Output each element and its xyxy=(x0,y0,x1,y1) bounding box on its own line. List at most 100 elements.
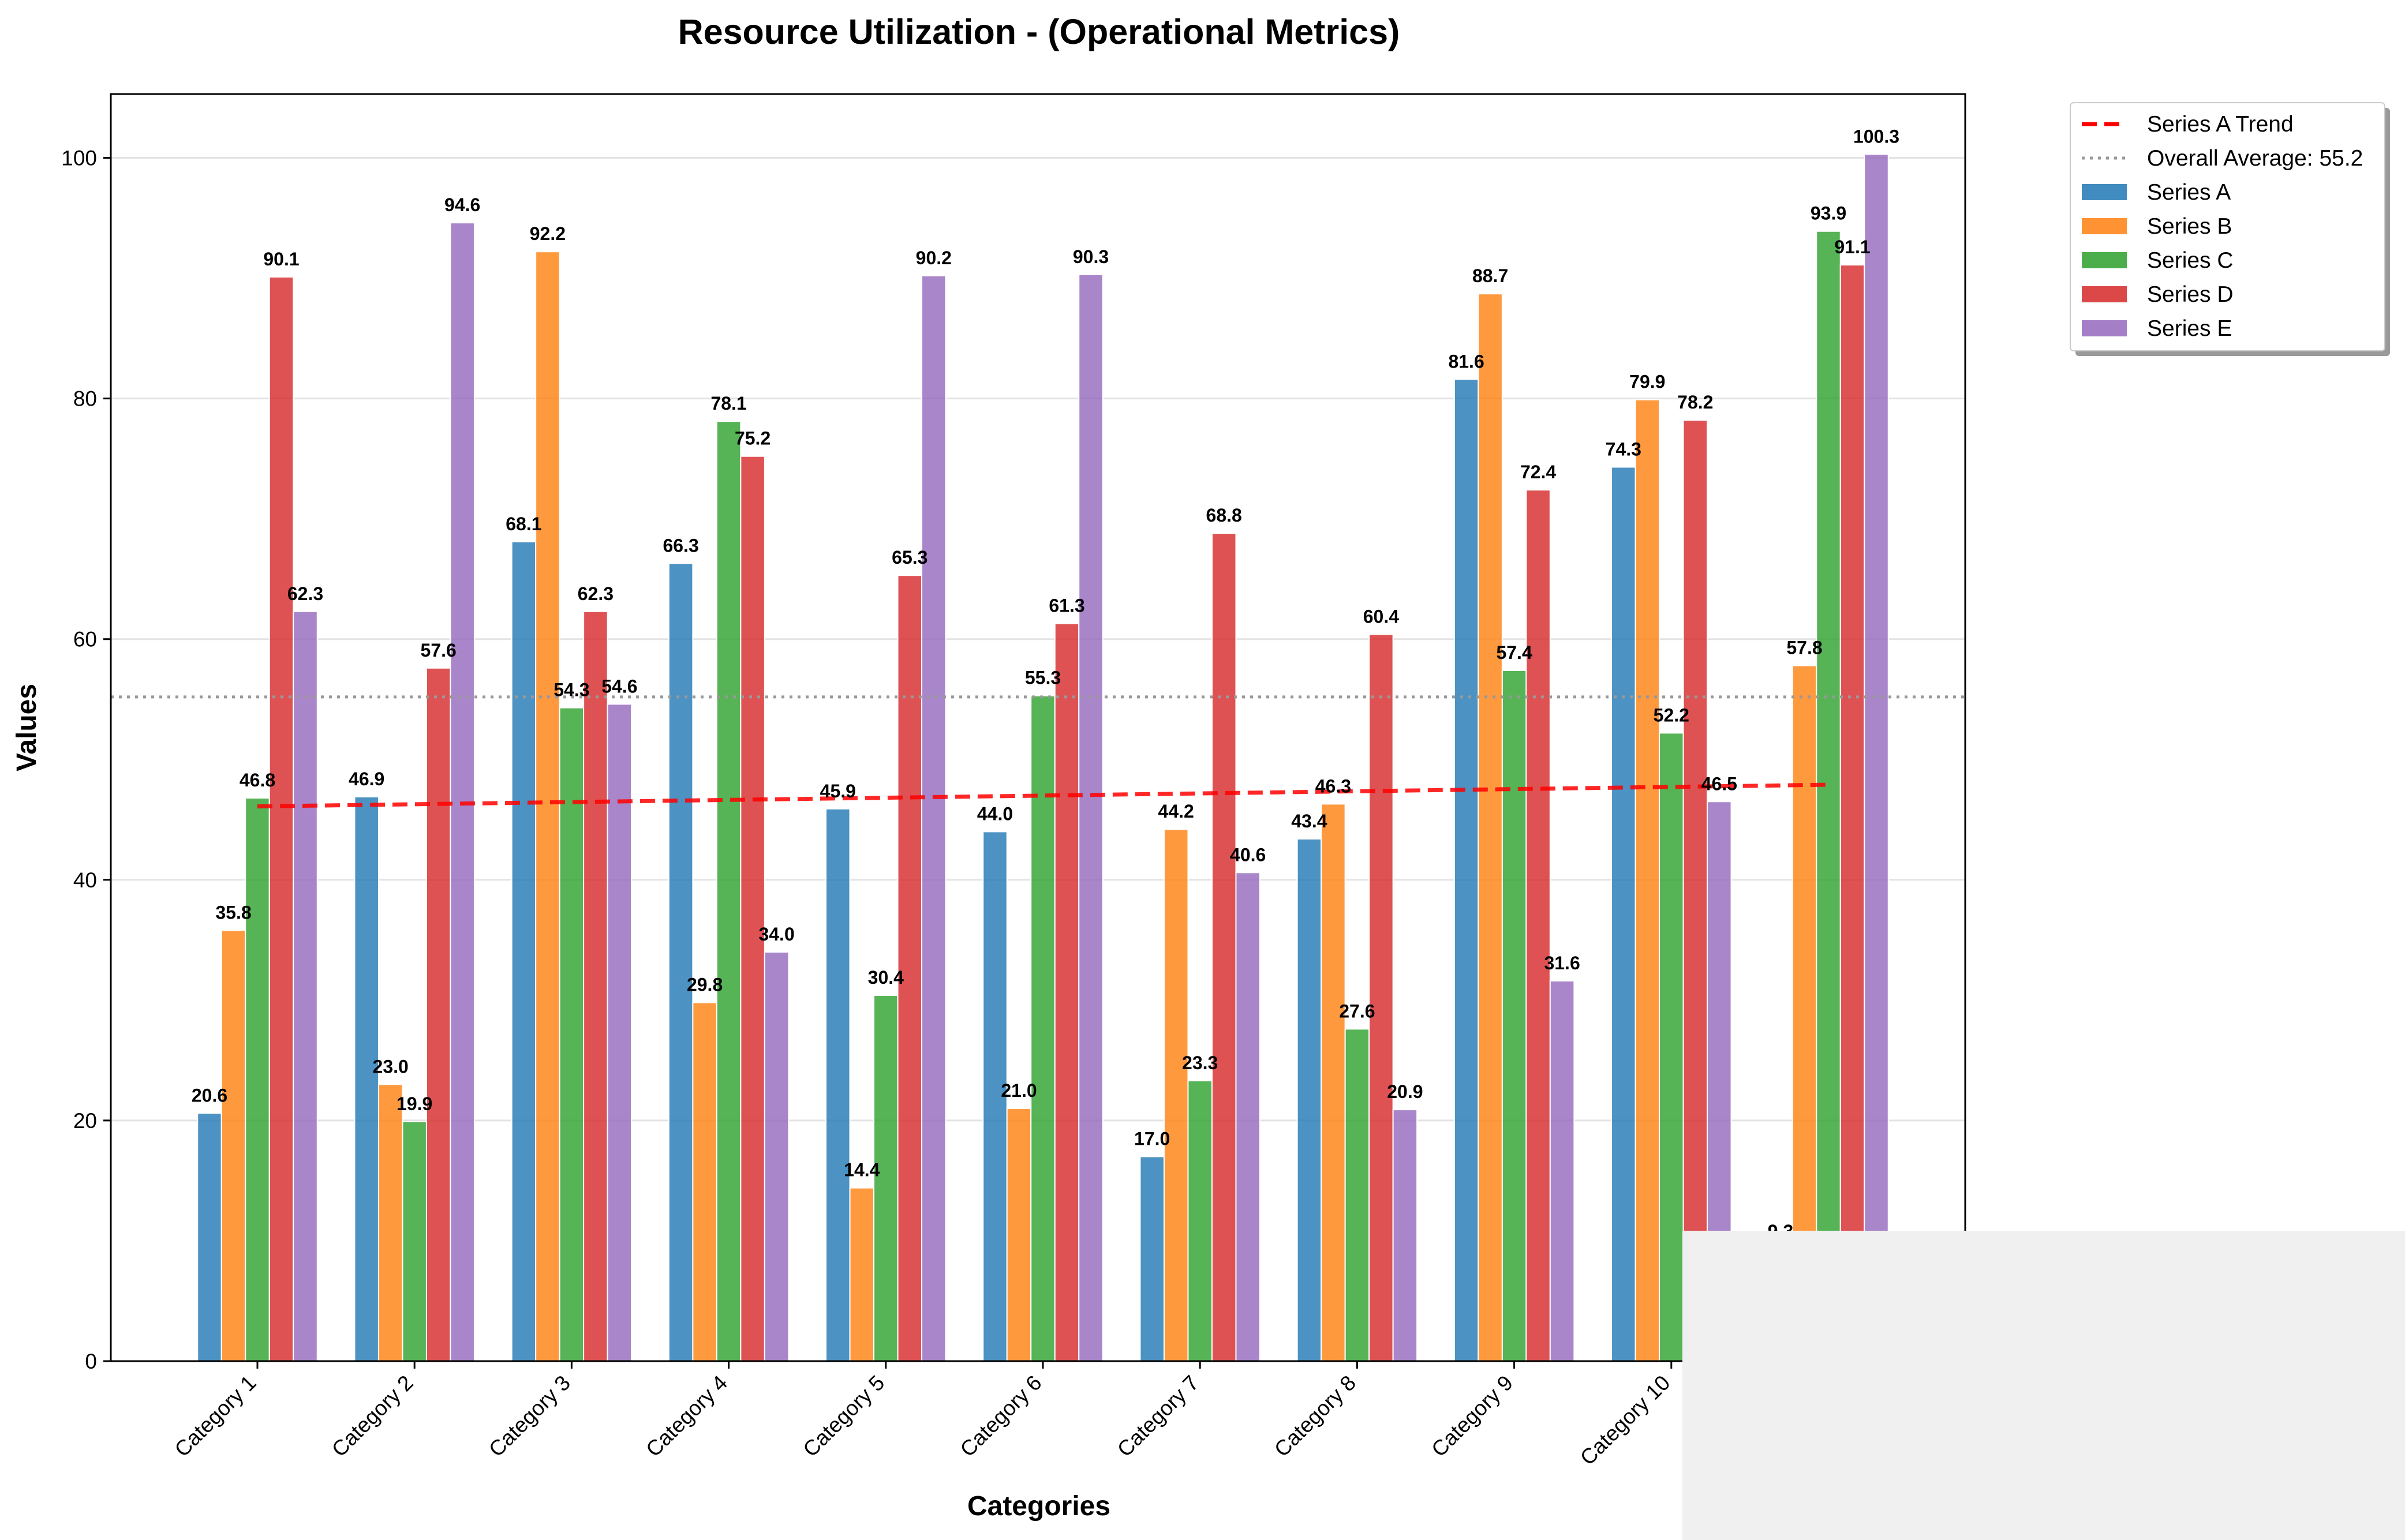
bar xyxy=(1501,669,1527,1362)
bar xyxy=(668,563,694,1362)
bar-value-label: 90.2 xyxy=(916,248,952,268)
bar xyxy=(607,703,633,1362)
bar xyxy=(1453,379,1479,1362)
bar xyxy=(1611,466,1636,1362)
bar xyxy=(559,707,585,1362)
x-tick-label: Category 6 xyxy=(956,1371,1046,1462)
y-tick-label: 20 xyxy=(73,1109,97,1133)
bar-value-label: 75.2 xyxy=(735,428,771,449)
bar-value-label: 44.2 xyxy=(1158,801,1194,822)
bar xyxy=(1139,1156,1165,1362)
x-tick-label: Category 8 xyxy=(1270,1371,1360,1462)
bar xyxy=(1078,273,1104,1362)
legend: Series A Trend Overall Average: 55.2 Serie… xyxy=(2070,102,2390,356)
bar-value-label: 74.3 xyxy=(1606,439,1641,459)
bar-value-label: 46.8 xyxy=(240,770,275,790)
legend-swatch xyxy=(2082,218,2127,234)
bar xyxy=(1211,533,1237,1362)
bar xyxy=(1235,872,1261,1362)
bar-value-label: 20.6 xyxy=(192,1085,227,1106)
bar-value-label: 60.4 xyxy=(1363,606,1399,627)
bar-value-label: 61.3 xyxy=(1049,595,1084,616)
bar xyxy=(692,1002,717,1362)
bar xyxy=(716,421,742,1362)
bar xyxy=(402,1121,427,1362)
x-tick-label: Category 4 xyxy=(641,1371,732,1462)
bar xyxy=(873,995,899,1362)
labels-layer: 20.6 35.8 46.8 90.1 62.3 46.9 23.0 19.9 57.6 94.6… xyxy=(192,126,1899,1242)
bar xyxy=(1344,1028,1370,1362)
x-tick-label: Category 2 xyxy=(327,1371,418,1462)
x-tick-label: Category 3 xyxy=(484,1371,575,1462)
bar xyxy=(921,275,947,1362)
legend-label: Series B xyxy=(2147,214,2232,239)
y-tick-label: 0 xyxy=(85,1350,97,1373)
bar xyxy=(1187,1080,1213,1362)
x-tick-label: Category 9 xyxy=(1427,1371,1517,1462)
bar-value-label: 34.0 xyxy=(758,924,794,945)
x-tick-label: Category 7 xyxy=(1113,1371,1203,1462)
lines-layer xyxy=(111,695,1965,809)
bar xyxy=(1478,293,1503,1362)
x-tick-label: Category 10 xyxy=(1576,1371,1675,1470)
bar-value-label: 57.8 xyxy=(1786,638,1822,658)
legend-label: Series C xyxy=(2147,248,2234,273)
bar-value-label: 46.3 xyxy=(1315,775,1351,796)
bar-value-label: 92.2 xyxy=(530,223,566,244)
bar xyxy=(1392,1109,1418,1362)
y-tick-label: 60 xyxy=(73,628,97,651)
bar-value-label: 78.2 xyxy=(1677,392,1713,413)
legend-swatch xyxy=(2082,184,2127,200)
bar xyxy=(740,455,765,1362)
bar-value-label: 91.1 xyxy=(1834,237,1870,257)
bar-value-label: 81.6 xyxy=(1448,351,1484,372)
bar xyxy=(354,796,379,1362)
bar xyxy=(583,610,608,1362)
bar xyxy=(1321,803,1346,1362)
bar xyxy=(1839,264,1865,1362)
legend-swatch xyxy=(2082,252,2127,268)
bar xyxy=(1864,153,1889,1362)
bar-value-label: 35.8 xyxy=(215,902,251,923)
legend-label: Series D xyxy=(2147,282,2234,307)
y-tick-label: 80 xyxy=(73,387,97,411)
bar-value-label: 17.0 xyxy=(1134,1128,1170,1149)
bar xyxy=(293,610,318,1362)
bar xyxy=(1525,489,1551,1362)
bar-value-label: 23.3 xyxy=(1182,1052,1218,1073)
bar-value-label: 21.0 xyxy=(1001,1080,1037,1101)
bar-value-label: 79.9 xyxy=(1629,372,1665,392)
bar-value-label: 62.3 xyxy=(578,583,614,604)
bar-value-label: 62.3 xyxy=(287,583,323,604)
bar xyxy=(982,831,1008,1362)
bar-value-label: 57.6 xyxy=(421,640,457,661)
bar xyxy=(1368,634,1394,1362)
bar-value-label: 72.4 xyxy=(1520,462,1556,482)
x-tick-label: Category 5 xyxy=(798,1371,889,1462)
bar-value-label: 44.0 xyxy=(977,803,1013,824)
bar-value-label: 54.3 xyxy=(553,680,589,700)
bar xyxy=(1816,230,1841,1362)
bar-value-label: 66.3 xyxy=(663,535,698,556)
x-tick-label: Category 1 xyxy=(170,1371,261,1462)
legend-box xyxy=(2070,102,2385,351)
bar xyxy=(1006,1108,1032,1362)
bar xyxy=(1549,980,1575,1362)
bar-value-label: 46.9 xyxy=(349,769,384,789)
bar xyxy=(825,808,851,1362)
bar xyxy=(1634,399,1660,1362)
x-axis-label: Categories xyxy=(967,1491,1110,1522)
legend-label: Series A xyxy=(2147,180,2231,205)
bar xyxy=(1054,623,1080,1362)
bar xyxy=(245,797,270,1362)
bar-value-label: 68.8 xyxy=(1206,505,1242,526)
bar-value-label: 29.8 xyxy=(687,975,723,995)
bar-value-label: 40.6 xyxy=(1230,844,1266,865)
bar-value-label: 54.6 xyxy=(601,676,637,696)
blank-overlay-panel xyxy=(1682,1231,2405,1540)
bar-value-label: 90.1 xyxy=(263,249,299,269)
y-tick-label: 40 xyxy=(73,868,97,892)
bar-value-label: 14.4 xyxy=(844,1160,880,1181)
bar xyxy=(268,276,294,1362)
